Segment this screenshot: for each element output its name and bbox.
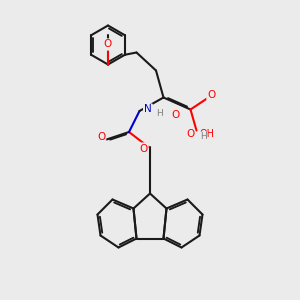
Text: H: H	[200, 132, 207, 141]
Text: O: O	[139, 143, 148, 154]
Text: O: O	[97, 131, 105, 142]
Text: OH: OH	[200, 129, 214, 139]
Text: N: N	[144, 104, 152, 115]
Text: O: O	[104, 39, 112, 50]
Text: O: O	[171, 110, 180, 121]
Text: H: H	[156, 109, 162, 118]
Text: O: O	[207, 89, 216, 100]
Text: O: O	[186, 129, 195, 140]
